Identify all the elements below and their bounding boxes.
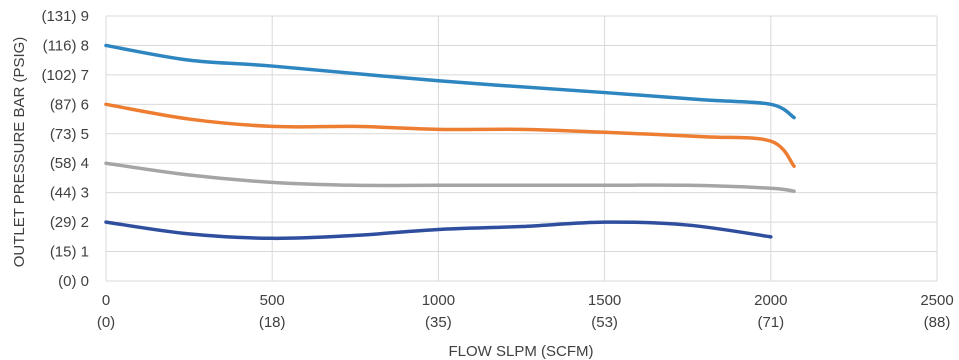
series-line-1 [104, 43, 796, 120]
x-axis-ticks: 0 (0) 500 (18) 1000 (35) 1500 (53) 2000 (71) 2500 (… [97, 292, 954, 331]
x-tick-label: 1500 [588, 292, 621, 309]
y-tick-label: (131) 9 [41, 8, 89, 25]
data-series [104, 43, 796, 241]
x-tick-sublabel: (88) [924, 314, 951, 331]
x-axis-title: FLOW SLPM (SCFM) [449, 343, 594, 360]
y-tick-label: (73) 5 [50, 126, 89, 143]
x-tick-label: 0 [102, 292, 110, 309]
x-tick-sublabel: (53) [591, 314, 618, 331]
y-tick-label: (0) 0 [58, 273, 89, 290]
x-tick-label: 1000 [422, 292, 455, 309]
x-tick-label: 2000 [754, 292, 787, 309]
y-axis-ticks: (0) 0 (15) 1 (29) 2 (44) 3 (58) 4 (73) 5 (87) … [41, 8, 89, 290]
x-tick-sublabel: (18) [259, 314, 286, 331]
y-tick-label: (87) 6 [50, 96, 89, 113]
series-line-3 [104, 161, 796, 193]
y-tick-label: (44) 3 [50, 185, 89, 202]
x-tick-sublabel: (35) [425, 314, 452, 331]
x-tick-label: 500 [260, 292, 285, 309]
y-tick-label: (116) 8 [43, 37, 89, 54]
gridlines [105, 15, 938, 282]
x-tick-sublabel: (0) [97, 314, 115, 331]
y-axis-title: OUTLET PRESSURE BAR (PSIG) [11, 37, 28, 268]
y-tick-label: (29) 2 [50, 214, 89, 231]
y-tick-label: (58) 4 [50, 155, 89, 172]
series-line-4 [104, 220, 773, 241]
series-line-2 [104, 102, 796, 168]
y-tick-label: (15) 1 [50, 244, 89, 261]
y-tick-label: (102) 7 [41, 67, 89, 84]
x-tick-sublabel: (71) [757, 314, 784, 331]
x-tick-label: 2500 [920, 292, 953, 309]
